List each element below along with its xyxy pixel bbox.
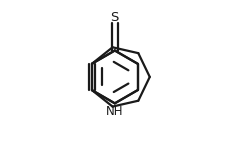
Text: S: S bbox=[111, 11, 119, 24]
Text: NH: NH bbox=[106, 105, 124, 118]
